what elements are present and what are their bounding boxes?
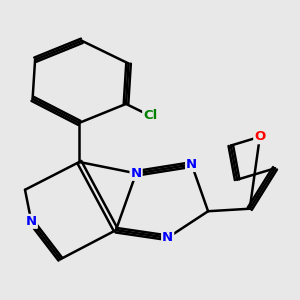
Text: Cl: Cl [143,109,158,122]
Text: O: O [254,130,266,143]
Text: N: N [26,215,37,228]
Text: N: N [162,231,173,244]
Text: N: N [130,167,142,180]
Text: N: N [186,158,197,171]
